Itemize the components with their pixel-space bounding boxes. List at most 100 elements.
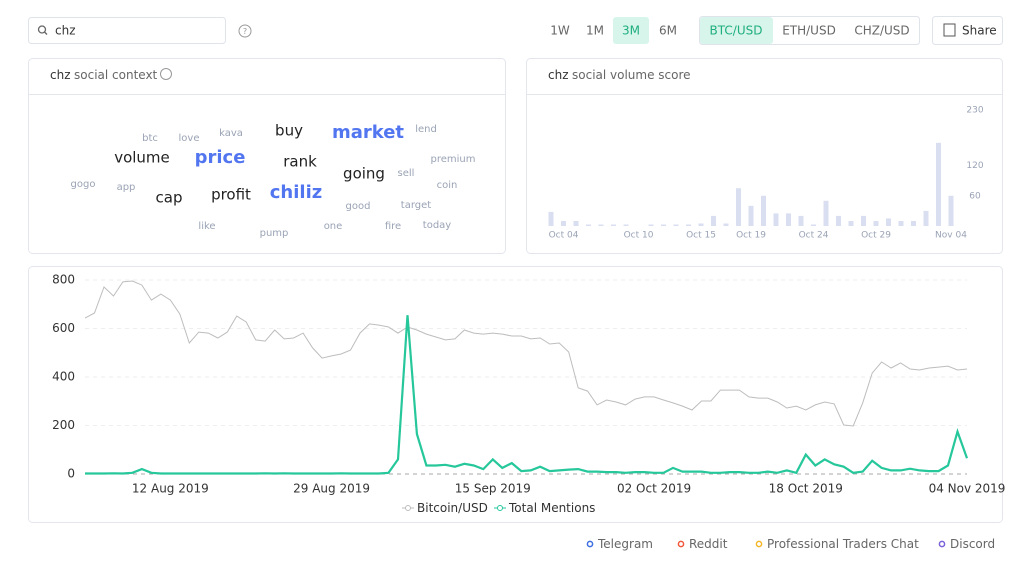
x-tick-label: Oct 29: [861, 231, 891, 241]
bar: [661, 224, 666, 226]
cloud-word[interactable]: premium: [431, 154, 476, 165]
period-button-active[interactable]: [613, 17, 649, 44]
legend-marker: [497, 505, 503, 511]
source-label[interactable]: Professional Traders Chat: [767, 537, 919, 551]
bar: [823, 200, 829, 226]
x-tick-label: Oct 24: [799, 231, 829, 241]
panel-title: social context: [74, 68, 158, 82]
bar: [848, 220, 854, 226]
help-icon[interactable]: [238, 24, 252, 38]
cloud-word[interactable]: target: [401, 200, 431, 211]
pair-button-active[interactable]: [700, 17, 773, 44]
cloud-word[interactable]: going: [343, 165, 385, 183]
bar: [748, 205, 754, 226]
volume-panel: [526, 58, 1003, 254]
x-tick-label: 02 Oct 2019: [617, 482, 691, 496]
x-tick-label: 29 Aug 2019: [293, 482, 370, 496]
panel-keyword: chz: [548, 68, 569, 82]
y-tick-label: 230: [966, 106, 983, 116]
cloud-word[interactable]: cap: [156, 189, 183, 207]
bar: [798, 215, 804, 226]
bar: [873, 220, 879, 226]
pair-button[interactable]: CHZ/USD: [854, 24, 909, 38]
x-tick-label: Oct 04: [549, 231, 579, 241]
search-icon: [37, 25, 47, 34]
bar: [573, 220, 579, 226]
share-label[interactable]: Share: [962, 24, 997, 38]
bar: [811, 224, 816, 226]
cloud-word[interactable]: pump: [260, 228, 289, 239]
cloud-word[interactable]: one: [324, 221, 343, 232]
pair-button[interactable]: BTC/USD: [710, 24, 763, 38]
period-button[interactable]: 6M: [659, 24, 677, 38]
cloud-word[interactable]: like: [198, 221, 215, 232]
bar: [673, 224, 679, 226]
bar: [836, 215, 841, 226]
x-tick-label: 18 Oct 2019: [769, 482, 843, 496]
bar: [686, 224, 691, 226]
bar: [648, 224, 654, 226]
legend-label[interactable]: Bitcoin/USD: [417, 501, 488, 515]
share-icon: [943, 23, 956, 37]
cloud-word[interactable]: sell: [398, 168, 415, 179]
cloud-word[interactable]: app: [117, 182, 136, 193]
y-tick-label: 60: [969, 191, 981, 201]
cloud-word[interactable]: price: [195, 147, 246, 168]
bar: [761, 195, 766, 226]
bar: [586, 224, 591, 226]
search-text: chz: [55, 24, 76, 38]
period-button[interactable]: 3M: [622, 24, 640, 38]
cloud-word[interactable]: today: [423, 220, 452, 231]
cloud-word[interactable]: chiliz: [270, 182, 322, 203]
y-tick-label: 120: [966, 161, 983, 171]
cloud-word[interactable]: volume: [114, 149, 170, 167]
bar: [723, 223, 729, 226]
panel-keyword: chz: [50, 68, 71, 82]
cloud-word[interactable]: kava: [219, 128, 243, 139]
y-tick-label: 800: [52, 273, 75, 287]
line-series: [85, 315, 969, 475]
search-icon: [44, 31, 48, 35]
bar: [611, 224, 616, 226]
bar: [698, 223, 704, 226]
source-marker[interactable]: [938, 540, 946, 548]
cloud-word[interactable]: profit: [211, 186, 251, 204]
cloud-word[interactable]: lend: [415, 124, 437, 135]
source-marker[interactable]: [586, 540, 594, 548]
source-label[interactable]: Telegram: [597, 537, 653, 551]
help-icon-mark: ?: [243, 27, 247, 36]
cloud-word[interactable]: love: [179, 133, 200, 144]
search-box[interactable]: [28, 17, 226, 44]
period-button[interactable]: 1W: [550, 24, 570, 38]
bar: [773, 213, 779, 226]
cloud-word[interactable]: good: [346, 201, 371, 212]
bar: [736, 188, 741, 226]
cloud-word[interactable]: coin: [437, 180, 458, 191]
line-series: [84, 280, 968, 427]
bar: [561, 220, 566, 226]
cloud-word[interactable]: fire: [385, 221, 401, 232]
main-panel: [28, 266, 1003, 523]
cloud-word[interactable]: btc: [142, 133, 158, 144]
x-tick-label: 04 Nov 2019: [929, 482, 1006, 496]
bar: [936, 142, 941, 226]
source-label[interactable]: Discord: [950, 537, 995, 551]
source-marker[interactable]: [755, 540, 763, 548]
panel-title: social volume score: [572, 68, 691, 82]
x-tick-label: Oct 10: [624, 231, 654, 241]
cloud-word[interactable]: market: [332, 122, 404, 143]
help-icon[interactable]: [160, 68, 172, 80]
bar: [948, 195, 954, 226]
bar: [886, 218, 891, 226]
x-tick-label: 15 Sep 2019: [455, 482, 531, 496]
source-label[interactable]: Reddit: [689, 537, 728, 551]
cloud-word[interactable]: gogo: [71, 179, 96, 190]
bar: [898, 220, 904, 226]
bar: [623, 224, 629, 226]
legend-label[interactable]: Total Mentions: [508, 501, 595, 515]
source-marker[interactable]: [677, 540, 685, 548]
cloud-word[interactable]: buy: [275, 122, 303, 140]
cloud-word[interactable]: rank: [283, 153, 317, 171]
pair-button[interactable]: ETH/USD: [782, 24, 836, 38]
period-button[interactable]: 1M: [586, 24, 604, 38]
